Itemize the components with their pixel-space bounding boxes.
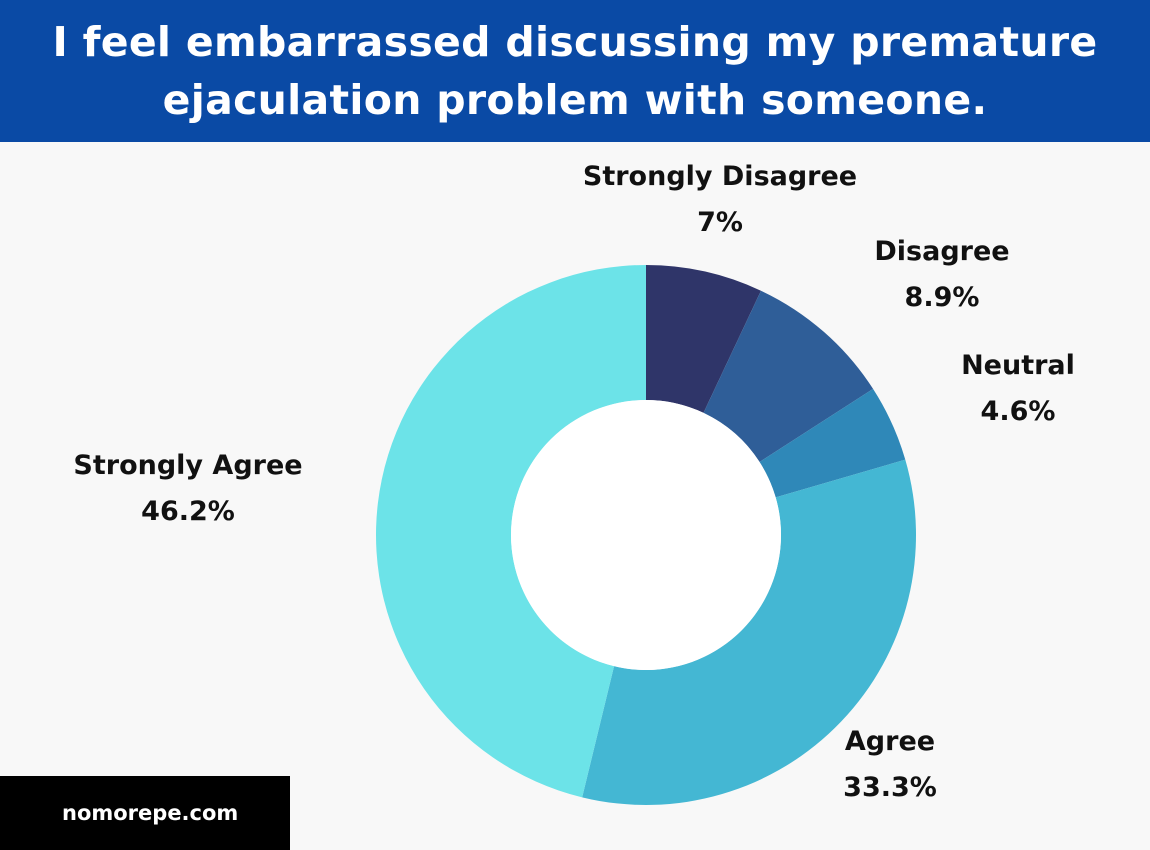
- slice-label-disagree: Disagree: [874, 236, 1009, 267]
- slice-label-neutral: Neutral: [961, 350, 1075, 381]
- chart-title: I feel embarrassed discussing my prematu…: [52, 18, 1098, 124]
- slice-neutral: [759, 388, 906, 498]
- slice-strongly-disagree: [646, 265, 761, 413]
- slice-value-agree: 33.3%: [843, 772, 937, 803]
- slice-value-strongly-disagree: 7%: [697, 207, 743, 238]
- slice-value-disagree: 8.9%: [905, 282, 980, 313]
- slice-labels: Strongly Disagree 7% Disagree 8.9% Neutral 4.…: [73, 161, 1075, 803]
- site-url: nomorepe.com: [62, 801, 239, 825]
- title-banner: I feel embarrassed discussing my prematu…: [0, 0, 1150, 142]
- slice-value-strongly-agree: 46.2%: [141, 496, 235, 527]
- slice-agree: [582, 459, 916, 805]
- slice-disagree: [703, 290, 874, 462]
- slice-label-agree: Agree: [845, 726, 935, 757]
- slice-label-strongly-agree: Strongly Agree: [73, 450, 302, 481]
- donut-hole: [511, 400, 781, 670]
- slice-strongly-agree: [376, 265, 646, 798]
- donut-slices: [376, 265, 916, 805]
- site-badge: nomorepe.com: [0, 776, 290, 850]
- slice-label-strongly-disagree: Strongly Disagree: [583, 161, 857, 192]
- slice-value-neutral: 4.6%: [981, 396, 1056, 427]
